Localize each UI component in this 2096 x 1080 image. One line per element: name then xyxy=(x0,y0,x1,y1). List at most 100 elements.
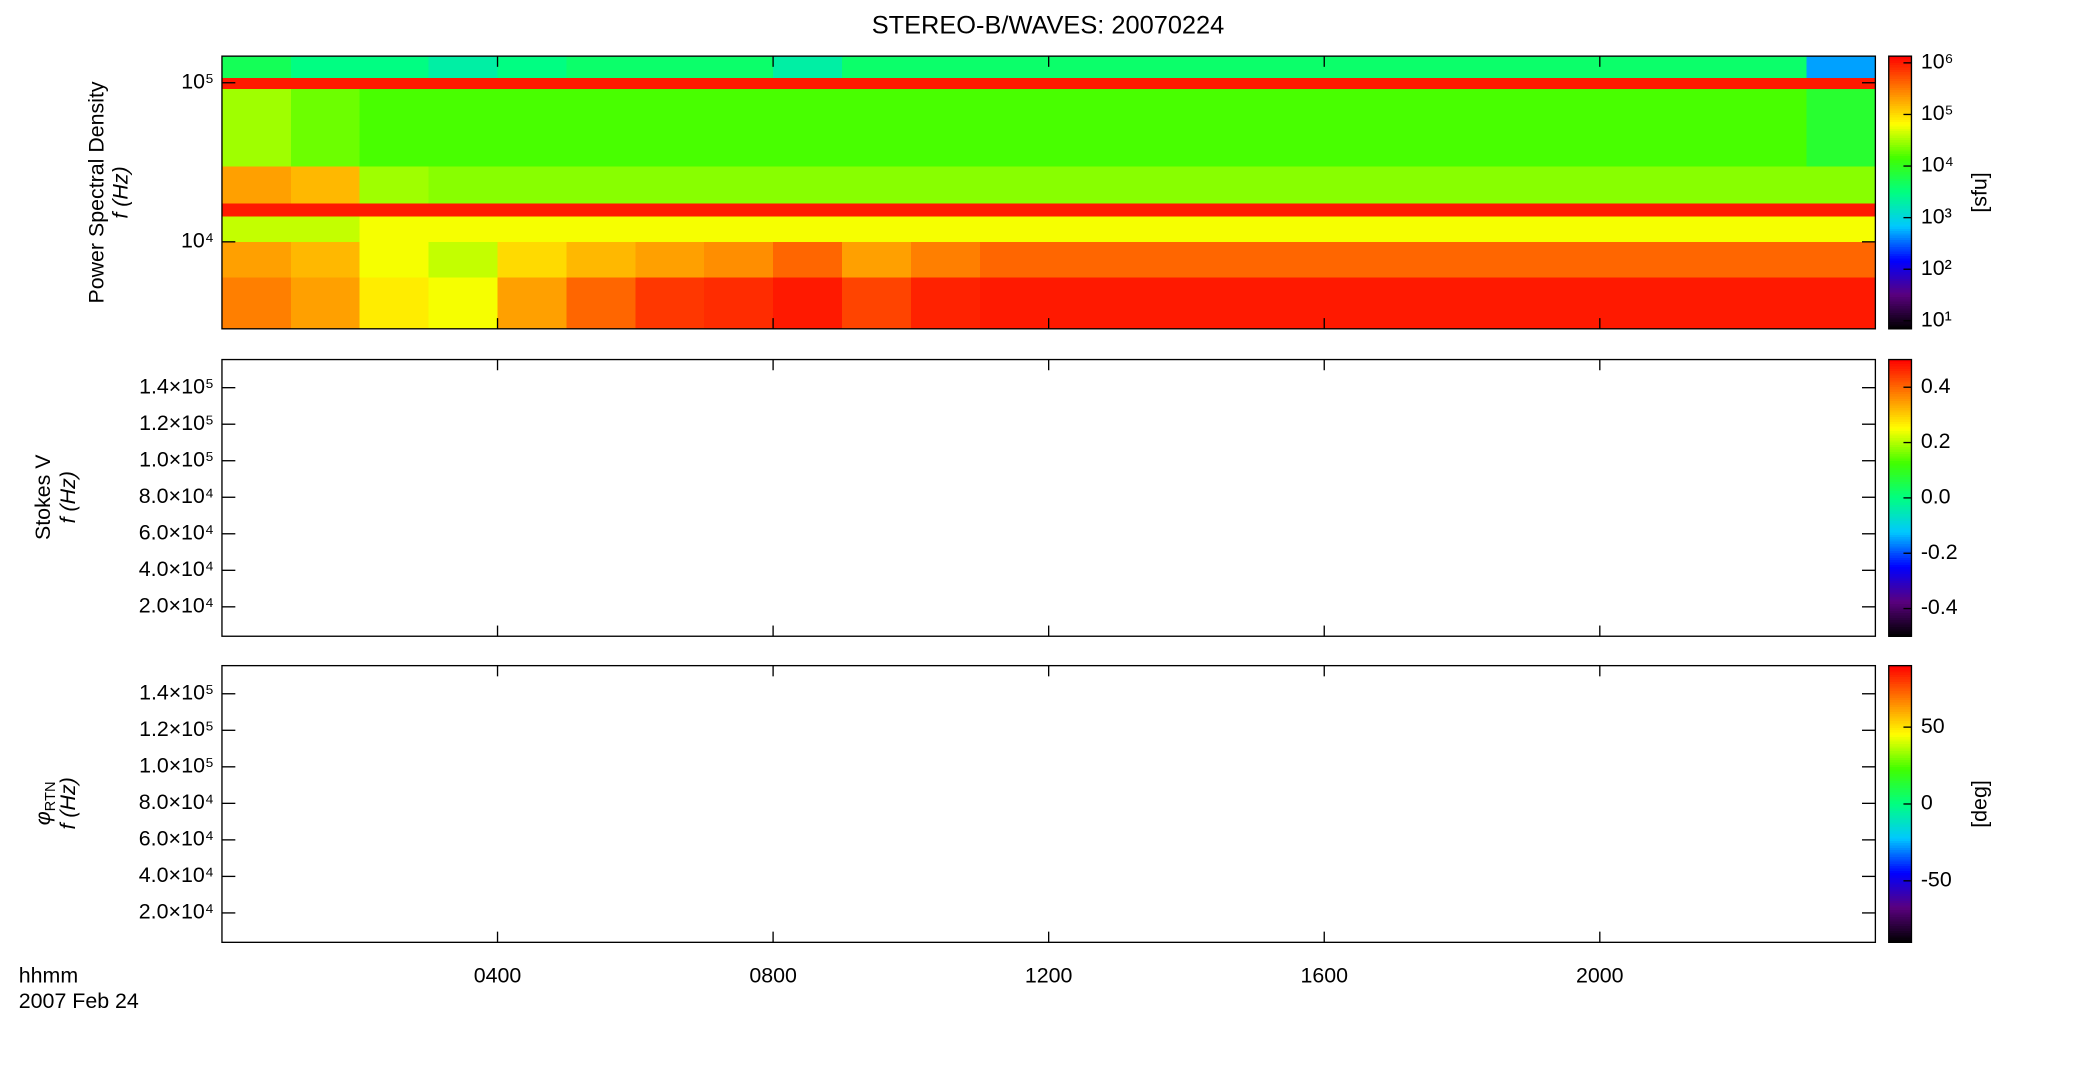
heatmap-cell xyxy=(1255,165,1325,204)
heatmap-cell xyxy=(979,203,1050,217)
colorbar-swatch xyxy=(1888,321,1912,325)
colorbar-swatch xyxy=(1888,187,1912,191)
colorbar-swatch xyxy=(1888,737,1912,741)
colorbar-swatch xyxy=(1888,854,1912,858)
colorbar-swatch xyxy=(1888,297,1912,300)
colorbar-swatch xyxy=(1888,240,1912,244)
colorbar-swatch xyxy=(1888,233,1912,237)
colorbar-swatch xyxy=(1888,845,1912,849)
colorbar-swatch xyxy=(1888,631,1912,635)
colorbar-swatch xyxy=(1888,592,1912,596)
colorbar-swatch xyxy=(1888,603,1912,607)
heatmap-cell xyxy=(1324,203,1394,217)
heatmap-cell xyxy=(1462,56,1532,78)
heatmap-cell xyxy=(910,203,981,217)
heatmap-cell xyxy=(910,241,981,278)
heatmap-cell xyxy=(1668,77,1739,89)
heatmap-cell xyxy=(1599,203,1670,217)
y-axis-title: φRTN xyxy=(31,781,59,825)
colorbar-swatch xyxy=(1888,156,1912,160)
heatmap-cell xyxy=(1117,203,1188,217)
colorbar-swatch xyxy=(1888,217,1912,221)
colorbar-swatch xyxy=(1888,801,1912,805)
heatmap-cell xyxy=(1599,216,1670,243)
heatmap-cell xyxy=(1255,203,1325,217)
colorbar-swatch xyxy=(1888,467,1912,471)
colorbar-swatch xyxy=(1888,172,1912,175)
colorbar-swatch xyxy=(1888,937,1912,941)
colorbar-swatch xyxy=(1888,206,1912,210)
colorbar-swatch xyxy=(1888,262,1912,266)
heatmap-cell xyxy=(497,56,568,78)
heatmap-cell xyxy=(428,56,499,78)
colorbar-swatch xyxy=(1888,718,1912,722)
colorbar-swatch xyxy=(1888,544,1912,547)
y-tick-label: 1.0×10⁵ xyxy=(139,447,214,471)
heatmap-cell xyxy=(221,165,292,204)
colorbar-swatch xyxy=(1888,613,1912,617)
heatmap-cell xyxy=(1668,216,1739,243)
colorbar-swatch xyxy=(1888,269,1912,273)
heatmap-cell xyxy=(1668,203,1739,217)
heatmap-cell xyxy=(1668,56,1739,78)
colorbar-swatch xyxy=(1888,299,1912,303)
colorbar-swatch xyxy=(1888,870,1912,874)
colorbar-swatch xyxy=(1888,85,1912,89)
colorbar-swatch xyxy=(1888,384,1912,388)
colorbar-swatch xyxy=(1888,810,1912,814)
colorbar-swatch xyxy=(1888,126,1912,130)
colorbar-swatch xyxy=(1888,479,1912,483)
colorbar-swatch xyxy=(1888,753,1912,757)
x-axis-title: hhmm xyxy=(19,964,78,988)
heatmap-cell xyxy=(428,203,499,217)
colorbar-swatch xyxy=(1888,919,1912,923)
colorbar-swatch xyxy=(1888,131,1912,135)
colorbar-swatch xyxy=(1888,527,1912,531)
colorbar-swatch xyxy=(1888,928,1912,932)
x-tick-label: 1600 xyxy=(1300,964,1348,988)
colorbar-swatch xyxy=(1888,560,1912,564)
heatmap-cell xyxy=(1186,88,1257,167)
colorbar-swatch xyxy=(1888,72,1912,75)
colorbar-swatch xyxy=(1888,97,1912,100)
heatmap-cell xyxy=(1255,77,1325,89)
colorbar-swatch xyxy=(1888,276,1912,280)
heatmap-cell xyxy=(1806,77,1877,89)
colorbar-swatch xyxy=(1888,94,1912,98)
y-tick-label: 10⁵ xyxy=(181,69,214,93)
colorbar-swatch xyxy=(1888,274,1912,278)
colorbar-swatch xyxy=(1888,727,1912,731)
colorbar-swatch xyxy=(1888,178,1912,182)
heatmap-cell xyxy=(1462,216,1532,243)
colorbar-swatch xyxy=(1888,115,1912,119)
heatmap-cell xyxy=(1393,88,1463,167)
colorbar-swatch xyxy=(1888,137,1912,141)
colorbar-swatch xyxy=(1888,847,1912,851)
colorbar-swatch xyxy=(1888,65,1912,69)
heatmap-cell xyxy=(1117,77,1188,89)
colorbar-tick-label: 50 xyxy=(1921,714,1945,738)
heatmap-cell xyxy=(773,203,843,217)
colorbar-tick-label: 10² xyxy=(1921,256,1952,280)
heatmap-cell xyxy=(1530,165,1601,204)
y-tick-label: 6.0×10⁴ xyxy=(139,520,214,544)
y-tick-label: 4.0×10⁴ xyxy=(139,557,214,581)
colorbar-swatch xyxy=(1888,912,1912,916)
colorbar-swatch xyxy=(1888,923,1912,927)
colorbar-swatch xyxy=(1888,428,1912,432)
heatmap-cell xyxy=(1737,165,1808,204)
colorbar-swatch xyxy=(1888,707,1912,711)
colorbar-swatch xyxy=(1888,74,1912,78)
heatmap-cell xyxy=(1048,277,1119,330)
colorbar-swatch xyxy=(1888,691,1912,694)
colorbar-swatch xyxy=(1888,67,1912,71)
heatmap-cell xyxy=(704,203,774,217)
heatmap-cell xyxy=(566,77,636,89)
colorbar-swatch xyxy=(1888,681,1912,685)
colorbar-swatch xyxy=(1888,451,1912,455)
heatmap-cell xyxy=(428,77,499,89)
colorbar-swatch xyxy=(1888,597,1912,601)
heatmap-cell xyxy=(841,241,912,278)
colorbar-swatch xyxy=(1888,617,1912,621)
colorbar-swatch xyxy=(1888,308,1912,312)
